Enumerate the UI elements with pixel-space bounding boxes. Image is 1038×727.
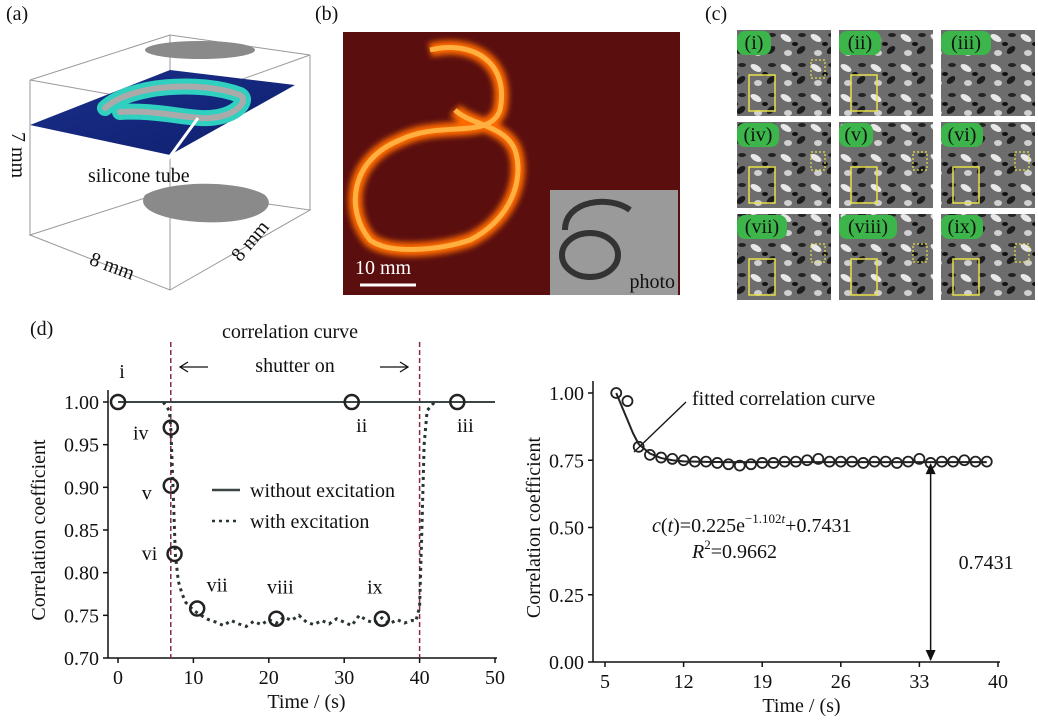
x-tick-label: 26 [831,671,851,693]
panel-b: (b) photo 10 mm [315,3,680,295]
figure: (a) silicone tube 7 mm 8 mm 8 mm (b) pho… [0,0,1038,727]
y-tick-label: 0.50 [549,518,584,540]
inset-label: photo [629,271,675,293]
x-axis-label: Time / (s) [762,695,840,717]
y-tick-label: 0.70 [64,648,99,670]
x-tick-label: 12 [674,671,694,693]
marker-label: i [119,361,125,383]
y-tick-label: 1.00 [549,383,584,405]
tile-label: (iii) [951,32,981,54]
y-tick-label: 0.25 [549,585,584,607]
y-tick-label: 0.95 [64,435,99,457]
x-tick-label: 19 [752,671,772,693]
legend-label: without excitation [250,480,395,502]
panel-label: (c) [705,3,727,25]
axis-label: 8 mm [227,216,274,266]
y-tick-label: 0.90 [64,477,99,499]
projection [143,184,269,223]
y-tick-label: 0.75 [549,450,584,472]
y-tick-label: 1.00 [64,392,99,414]
x-tick-label: 30 [334,667,354,689]
arrow-head [926,650,936,661]
marker-label: v [142,483,152,505]
marker-label: ix [367,577,383,599]
axis-label: 8 mm [87,248,138,285]
marker-label: ii [356,415,368,437]
marker-label: viii [267,577,294,599]
data-point [622,396,632,406]
axis-label: 7 mm [7,132,29,179]
data-point [724,459,734,469]
panel-label: (a) [6,3,28,25]
tile-label: (iv) [744,124,773,146]
marker-label: vii [207,575,229,597]
y-axis-label: Correlation coefficient [28,439,50,621]
data-point [746,459,756,469]
x-axis-label: Time / (s) [267,691,345,713]
legend-label: with excitation [250,511,369,533]
arrow-head [926,463,936,474]
scale-label: 10 mm [355,257,412,279]
y-tick-label: 0.75 [64,605,99,627]
projection [145,41,255,59]
tile-label: (v) [844,124,867,146]
tile-label: (vii) [745,216,779,238]
y-tick-label: 0.00 [549,652,584,674]
x-tick-label: 5 [600,671,610,693]
x-tick-label: 40 [988,671,1008,693]
x-tick-label: 33 [909,671,929,693]
annotation: silicone tube [88,165,190,187]
tile-label: (vi) [948,124,977,146]
asymptote-label: 0.7431 [959,552,1014,574]
tile-label: (i) [745,32,764,54]
data-point [802,455,812,465]
panel-label: (b) [315,3,338,25]
y-tick-label: 0.85 [64,520,99,542]
x-tick-label: 10 [183,667,203,689]
r-squared: R2=0.9662 [691,537,777,563]
chart-title: correlation curve [222,321,358,343]
leader-line [634,402,686,452]
marker-label: iv [133,423,149,445]
tile-label: (ix) [948,216,977,238]
marker-label: iii [457,415,474,437]
y-axis-label: Correlation coefficient [523,436,545,618]
tile-label: (viii) [848,216,888,238]
panel-label: (d) [30,318,53,340]
marker-label: vi [142,543,158,565]
y-tick-label: 0.80 [64,563,99,585]
annotation: fitted correlation curve [692,388,875,410]
x-tick-label: 20 [259,667,279,689]
annotation: shutter on [255,355,334,377]
data-point [959,455,969,465]
equation: c(t)=0.225e−1.102t+0.7431 [652,511,851,537]
tile-label: (ii) [848,32,872,54]
x-tick-label: 0 [113,667,123,689]
x-tick-label: 50 [485,667,505,689]
x-tick-label: 40 [410,667,430,689]
panel-c: (c) (i) (ii) (iii) (iv) (v) (vi) (vii) (viii) (i… [705,3,1035,300]
panel-a: (a) silicone tube 7 mm 8 mm 8 mm [6,3,310,290]
